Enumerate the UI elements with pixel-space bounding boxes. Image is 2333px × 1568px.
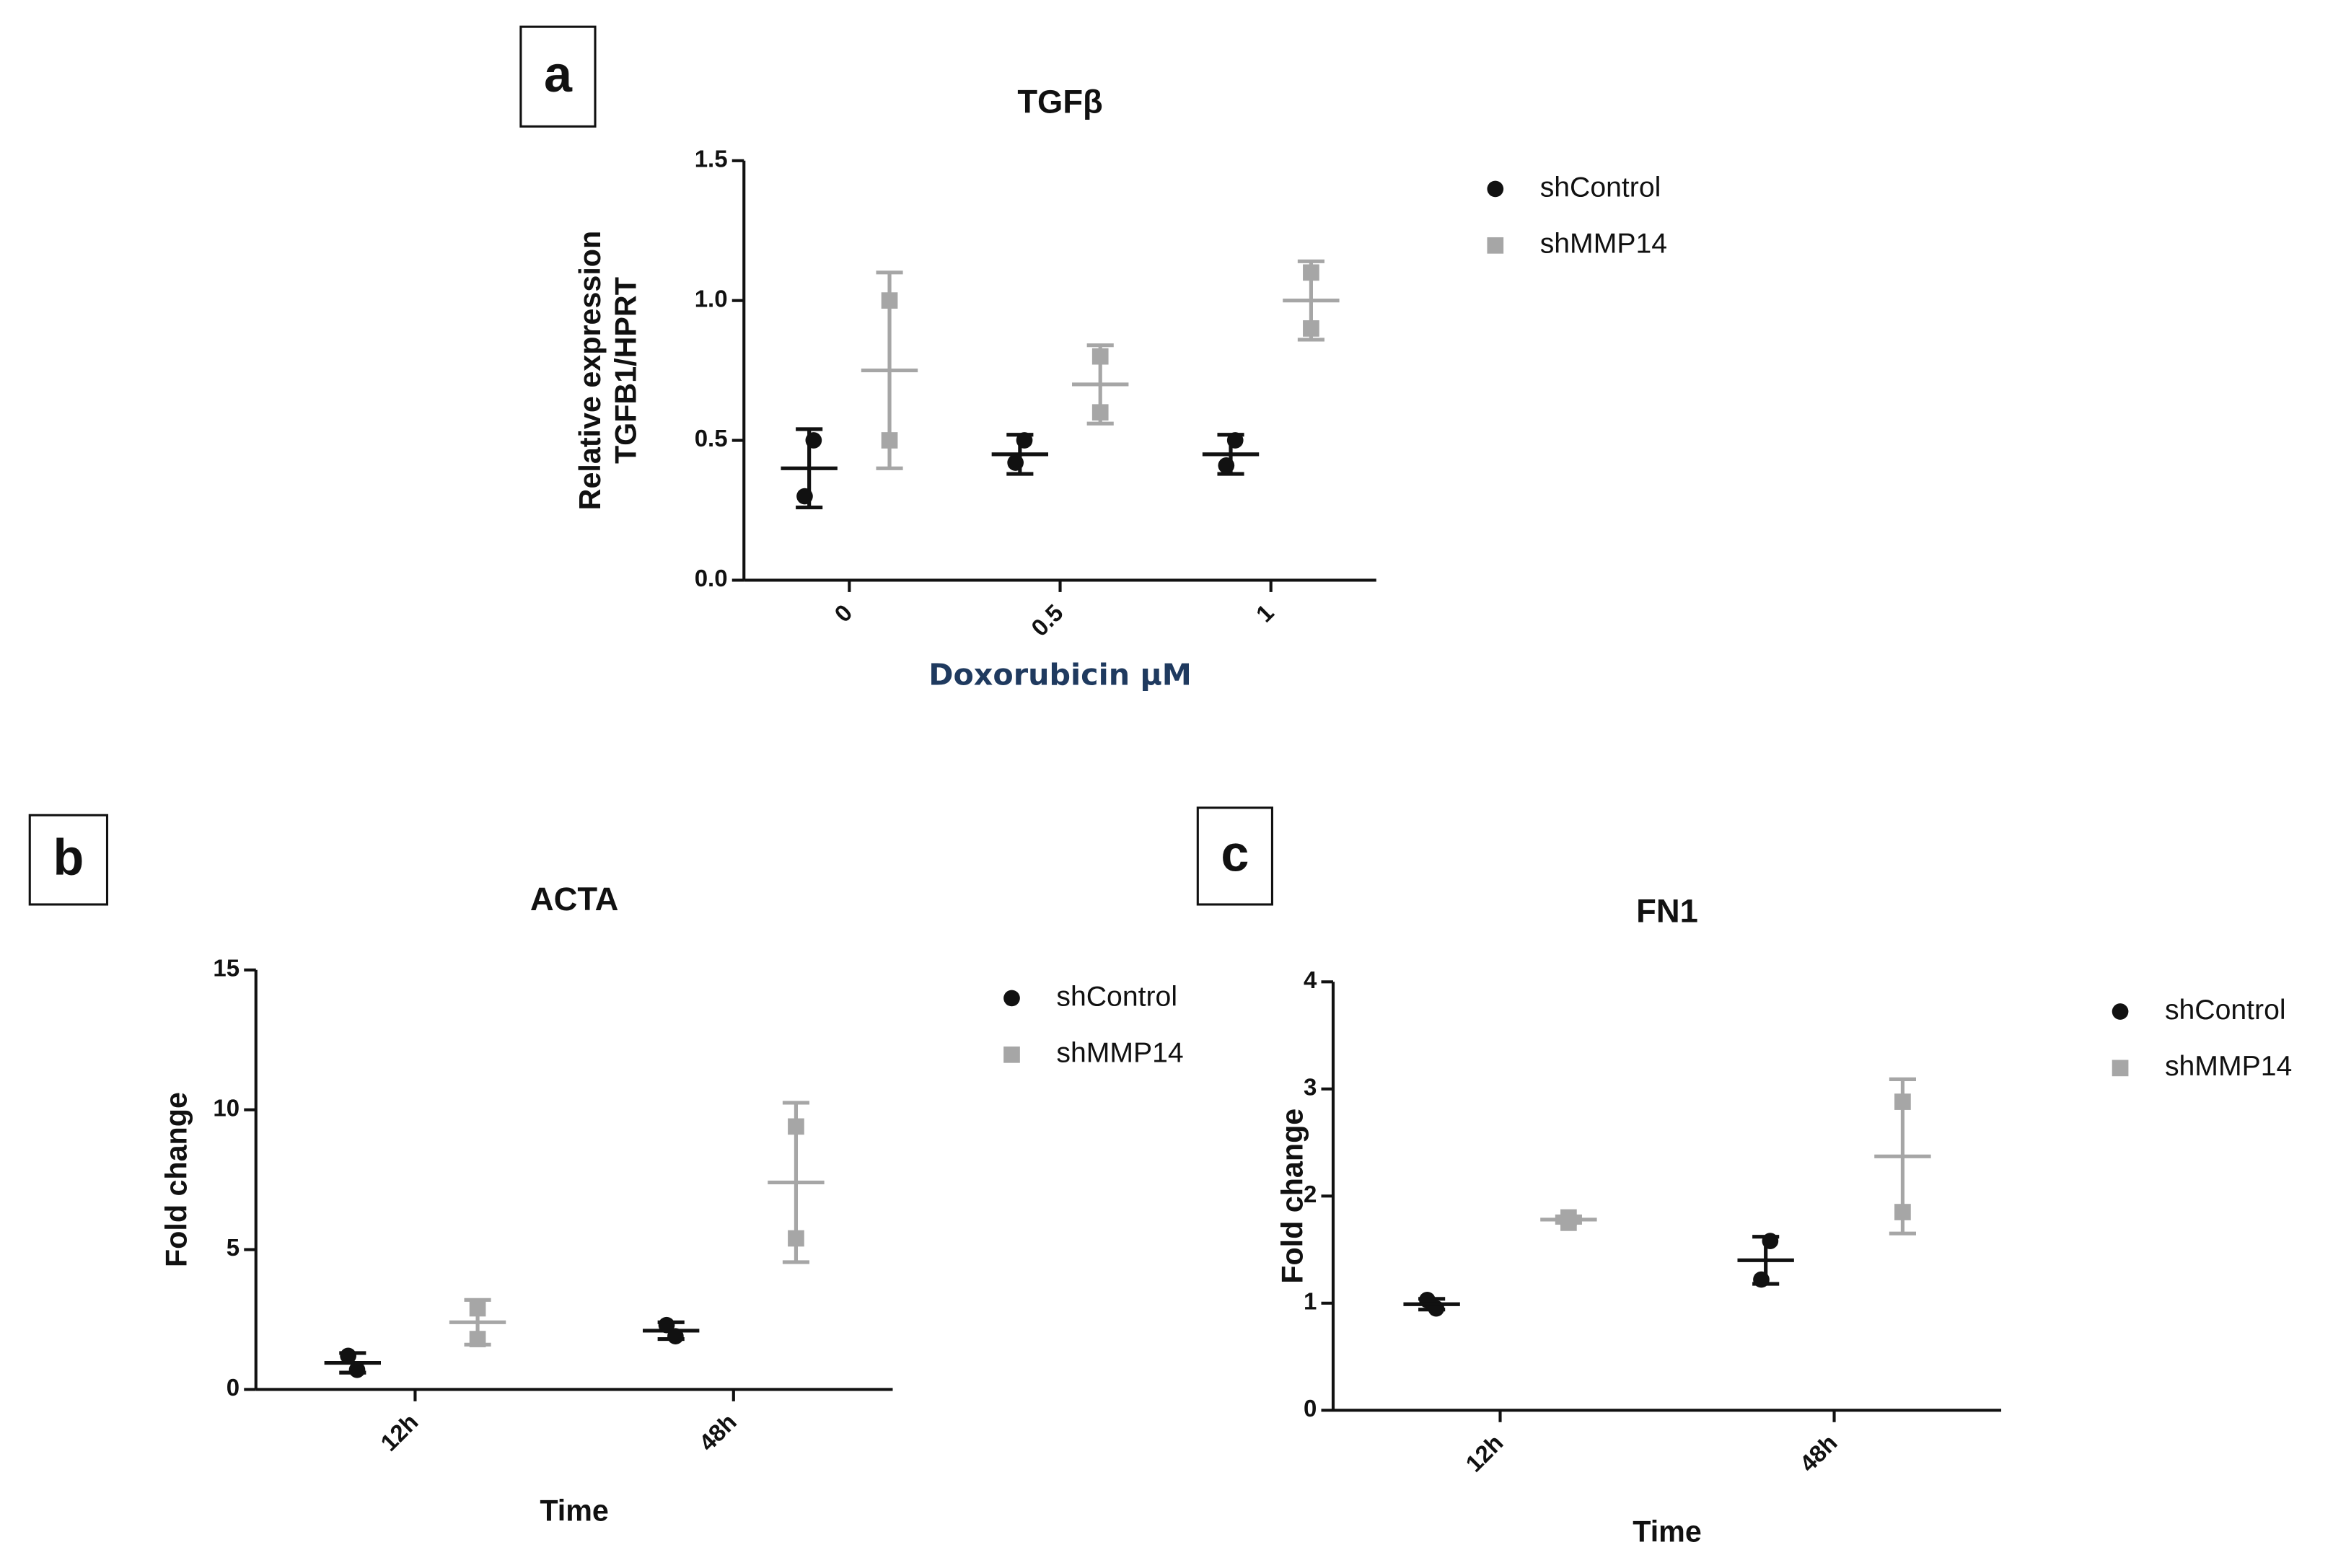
- x-tick-label: 12h: [375, 1409, 423, 1456]
- y-tick-label: 5: [227, 1234, 240, 1261]
- legend-marker: [1003, 990, 1020, 1007]
- data-point: [1091, 348, 1109, 365]
- chart-title: TGFβ: [1017, 83, 1102, 120]
- data-point: [1007, 454, 1024, 471]
- y-tick-label: 1.5: [695, 145, 728, 172]
- panel-label: c: [1221, 826, 1249, 882]
- x-tick-label: 0.5: [1026, 599, 1068, 642]
- legend-label: shMMP14: [2165, 1051, 2292, 1082]
- y-tick-label: 0.0: [695, 565, 728, 591]
- y-tick-label: 1: [1304, 1287, 1317, 1314]
- data-point: [881, 292, 898, 309]
- data-point: [1016, 432, 1033, 449]
- data-point: [1560, 1209, 1577, 1226]
- y-axis-label: TGFB1/HPRT: [609, 277, 642, 464]
- legend-label: shControl: [1540, 172, 1661, 203]
- x-axis-label: Time: [1633, 1515, 1702, 1548]
- y-tick-label: 1.0: [695, 285, 728, 312]
- data-point: [1303, 264, 1319, 281]
- x-tick-label: 1: [1251, 599, 1279, 627]
- x-axis-label: Doxorubicin µM: [928, 657, 1192, 692]
- panel-label: a: [544, 46, 573, 102]
- data-point: [805, 432, 822, 449]
- y-tick-label: 15: [213, 954, 240, 981]
- legend-label: shControl: [1056, 981, 1177, 1012]
- chart-title: ACTA: [530, 881, 619, 917]
- legend-marker: [2112, 1060, 2129, 1077]
- data-point: [1894, 1093, 1911, 1110]
- data-point: [796, 488, 813, 505]
- data-point: [469, 1300, 486, 1317]
- panel-box: [1196, 806, 1273, 906]
- legend-marker: [1487, 180, 1504, 198]
- y-tick-label: 0.5: [695, 425, 728, 452]
- x-tick-label: 48h: [1794, 1429, 1842, 1476]
- x-tick-label: 12h: [1460, 1429, 1508, 1476]
- y-tick-label: 2: [1304, 1181, 1317, 1207]
- legend-label: shControl: [2165, 995, 2286, 1026]
- legend-marker: [2112, 1003, 2129, 1020]
- data-point: [1226, 432, 1244, 449]
- legend-label: shMMP14: [1540, 229, 1667, 260]
- legend-marker: [1487, 237, 1504, 254]
- panel-box: [28, 814, 109, 906]
- panel-box: [519, 25, 597, 128]
- x-tick-label: 0: [829, 599, 857, 627]
- data-point: [469, 1331, 486, 1347]
- panel-label: b: [53, 829, 84, 886]
- data-point: [1218, 457, 1235, 474]
- data-point: [348, 1361, 366, 1378]
- data-point: [1762, 1233, 1779, 1249]
- y-axis-label: Fold change: [1275, 1109, 1309, 1284]
- y-axis-label: Relative expression: [574, 231, 607, 510]
- y-tick-label: 0: [227, 1374, 240, 1401]
- y-axis-label: Fold change: [159, 1092, 193, 1267]
- data-point: [1894, 1204, 1911, 1220]
- data-point: [1091, 404, 1109, 421]
- x-tick-label: 48h: [694, 1409, 742, 1456]
- legend-label: shMMP14: [1056, 1038, 1183, 1069]
- y-tick-label: 3: [1304, 1073, 1317, 1100]
- x-axis-label: Time: [540, 1494, 609, 1527]
- legend-marker: [1003, 1046, 1020, 1063]
- chart-title: FN1: [1636, 892, 1698, 929]
- data-point: [340, 1347, 356, 1365]
- data-point: [1753, 1271, 1770, 1288]
- data-point: [1303, 320, 1319, 337]
- data-point: [788, 1230, 804, 1247]
- y-tick-label: 4: [1304, 966, 1317, 993]
- data-point: [881, 432, 898, 449]
- y-tick-label: 10: [213, 1094, 240, 1121]
- y-tick-label: 0: [1304, 1395, 1317, 1422]
- data-point: [788, 1118, 804, 1135]
